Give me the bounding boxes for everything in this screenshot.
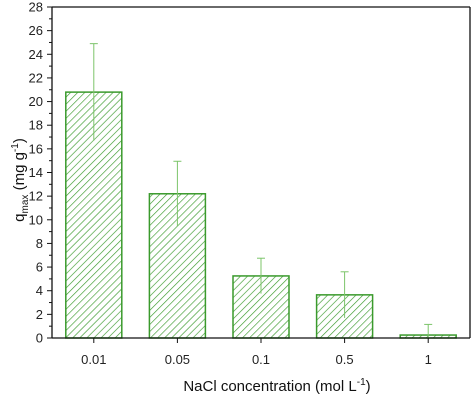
y-tick-label-20: 20 [29, 94, 43, 109]
y-tick-label-28: 28 [29, 0, 43, 15]
x-tick-label-0.01: 0.01 [81, 352, 106, 367]
y-tick-label-24: 24 [29, 47, 43, 62]
x-tick-label-0.5: 0.5 [336, 352, 354, 367]
y-tick-label-0: 0 [36, 331, 43, 346]
x-axis-ticks: 0.01 0.05 0.1 0.5 1 [81, 338, 432, 367]
x-axis-title: NaCl concentration (mol L-1) [183, 377, 370, 395]
y-tick-label-26: 26 [29, 23, 43, 38]
x-tick-label-1: 1 [425, 352, 432, 367]
y-tick-label-18: 18 [29, 118, 43, 133]
y-tick-label-22: 22 [29, 70, 43, 85]
x-tick-label-0.05: 0.05 [165, 352, 190, 367]
y-tick-label-12: 12 [29, 189, 43, 204]
y-tick-label-10: 10 [29, 212, 43, 227]
y-axis-title: qmax (mg g-1) [10, 138, 31, 222]
y-tick-label-6: 6 [36, 260, 43, 275]
y-tick-label-14: 14 [29, 165, 43, 180]
y-tick-label-16: 16 [29, 141, 43, 156]
plot-area [51, 6, 471, 339]
y-tick-label-8: 8 [36, 236, 43, 251]
x-tick-label-0.1: 0.1 [252, 352, 270, 367]
y-tick-label-2: 2 [36, 307, 43, 322]
y-tick-label-4: 4 [36, 283, 43, 298]
